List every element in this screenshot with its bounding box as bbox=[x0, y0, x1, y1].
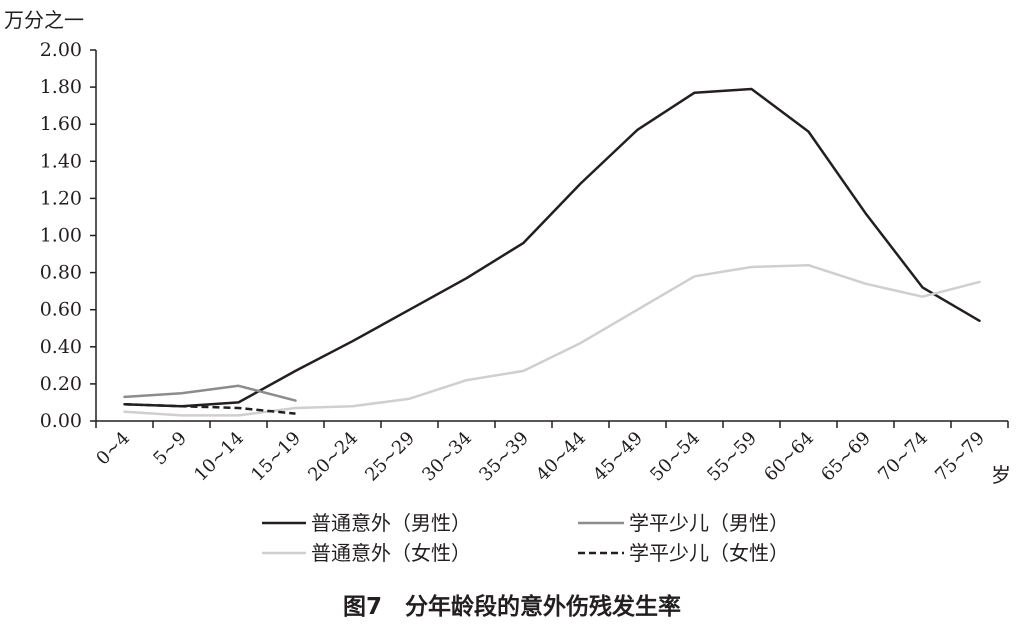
legend-label-series-4: 学平少儿（女性） bbox=[629, 541, 789, 565]
y-tick-label: 1.80 bbox=[40, 76, 82, 98]
series-line-2 bbox=[123, 384, 297, 402]
x-tick-label: 70~74 bbox=[874, 428, 932, 486]
x-tick-label: 40~44 bbox=[532, 428, 590, 486]
legend: 普通意外（男性） 学平少儿（男性） 普通意外（女性） 学平少儿（女性） bbox=[262, 511, 789, 565]
x-tick-label: 50~54 bbox=[646, 428, 704, 486]
x-tick-label: 55~59 bbox=[703, 428, 761, 486]
x-tick-label: 30~34 bbox=[418, 428, 476, 486]
x-unit-label: 岁 bbox=[991, 463, 1011, 487]
legend-label-series-2: 学平少儿（男性） bbox=[629, 511, 789, 535]
x-tick-label: 10~14 bbox=[190, 428, 248, 486]
x-tick-label: 25~29 bbox=[361, 428, 419, 486]
series-layer bbox=[123, 87, 981, 417]
y-tick-label: 0.20 bbox=[40, 373, 82, 395]
x-tick-label: 65~69 bbox=[817, 428, 875, 486]
y-tick-label: 0.40 bbox=[40, 336, 82, 358]
y-tick-label: 1.20 bbox=[40, 187, 82, 209]
x-tick-label: 45~49 bbox=[589, 428, 647, 486]
series-line-1 bbox=[123, 87, 981, 408]
series-line-3 bbox=[123, 263, 981, 417]
y-tick-label: 0.00 bbox=[40, 410, 82, 432]
legend-label-series-1: 普通意外（男性） bbox=[311, 511, 471, 535]
x-tick-label: 75~79 bbox=[931, 428, 989, 486]
chart-title: 图7 分年龄段的意外伤残发生率 bbox=[343, 593, 681, 620]
y-tick-label: 1.60 bbox=[40, 113, 82, 135]
x-tick-label: 60~64 bbox=[760, 428, 818, 486]
x-tick-label: 5~9 bbox=[149, 428, 191, 470]
x-tick-label: 0~4 bbox=[92, 428, 134, 470]
y-tick-label: 0.80 bbox=[40, 262, 82, 284]
y-unit-label: 万分之一 bbox=[4, 8, 84, 32]
y-tick-label: 1.40 bbox=[40, 150, 82, 172]
x-ticks: 0~4 5~9 10~14 15~19 20~24 25~29 30~34 35~39 40~4… bbox=[92, 421, 1009, 486]
legend-label-series-3: 普通意外（女性） bbox=[311, 541, 471, 565]
x-tick-label: 35~39 bbox=[475, 428, 533, 486]
x-tick-label: 15~19 bbox=[247, 428, 305, 486]
y-tick-label: 1.00 bbox=[40, 225, 82, 247]
y-tick-label: 0.60 bbox=[40, 299, 82, 321]
x-tick-label: 20~24 bbox=[304, 428, 362, 486]
axes-layer bbox=[95, 50, 1008, 422]
y-ticks: 0.00 0.20 0.40 0.60 0.80 1.00 1.20 1.40 1.60 1.80… bbox=[40, 39, 96, 432]
y-tick-label: 2.00 bbox=[40, 39, 82, 61]
series-line-4 bbox=[124, 403, 296, 415]
